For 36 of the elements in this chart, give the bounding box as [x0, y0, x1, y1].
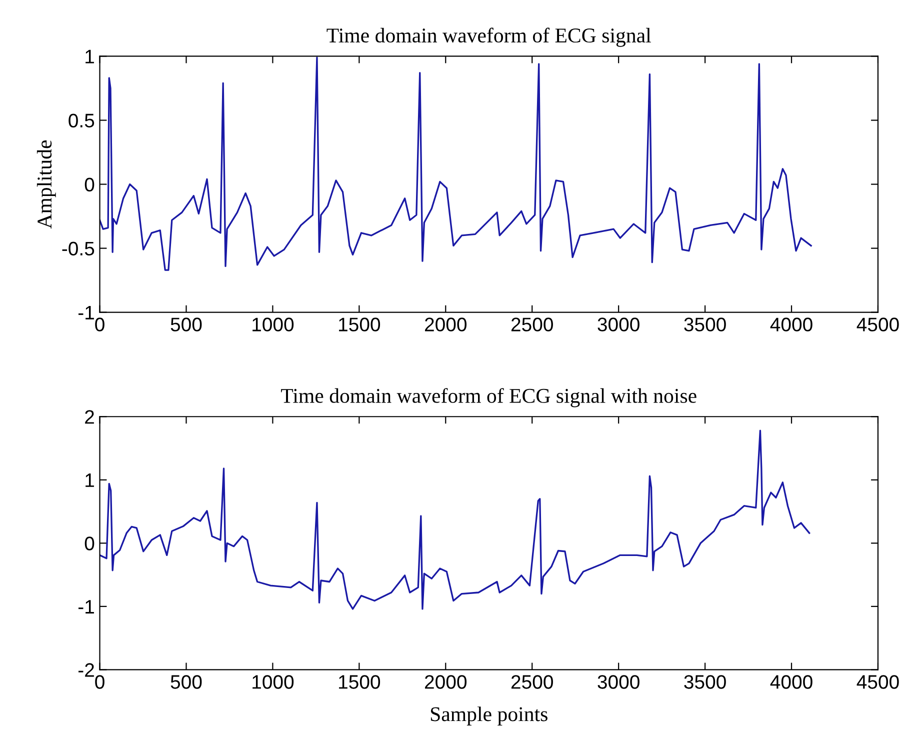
x-tick-label: 2000: [424, 318, 467, 332]
y-tick-label: 0.5: [68, 114, 94, 128]
y-tick-label: -0.5: [62, 242, 94, 256]
x-tick-label: 2500: [511, 318, 553, 332]
x-tick-label: 0: [95, 318, 104, 332]
y-axis-title: Amplitude: [36, 140, 56, 229]
x-tick-label: 3500: [684, 318, 726, 332]
x-tick-label: 1500: [339, 675, 380, 689]
x-tick-label: 2000: [424, 675, 467, 689]
y-tick-label: 1: [86, 50, 94, 64]
x-tick-label: 0: [95, 675, 104, 689]
y-tick-label: -1: [78, 306, 94, 320]
x-tick-label: 500: [170, 675, 202, 689]
line-series: [100, 56, 812, 271]
y-tick-label: 0: [84, 178, 94, 192]
x-axis-title: Sample points: [430, 706, 548, 726]
x-tick-label: 4500: [856, 675, 899, 689]
x-tick-label: 4500: [856, 318, 899, 332]
x-tick-label: 1000: [252, 318, 294, 332]
y-tick-label: -1: [78, 600, 94, 614]
y-tick-label: -2: [78, 663, 94, 677]
x-tick-label: 3500: [684, 675, 726, 689]
x-tick-label: 2500: [511, 675, 553, 689]
x-tick-label: 3000: [598, 318, 640, 332]
line-series: [100, 430, 810, 610]
y-tick-label: 1: [86, 474, 94, 487]
chart-title: Time domain waveform of ECG signal with noise: [281, 388, 696, 408]
x-tick-label: 4000: [770, 318, 812, 332]
y-tick-label: 0: [84, 536, 94, 550]
y-tick-label: 2: [85, 410, 94, 424]
chart-title: Time domain waveform of ECG signal: [326, 28, 651, 47]
x-tick-label: 4000: [770, 675, 812, 689]
x-tick-label: 500: [170, 318, 202, 332]
x-tick-label: 3000: [598, 675, 640, 689]
x-tick-label: 1000: [252, 675, 294, 689]
x-tick-label: 1500: [339, 318, 380, 332]
